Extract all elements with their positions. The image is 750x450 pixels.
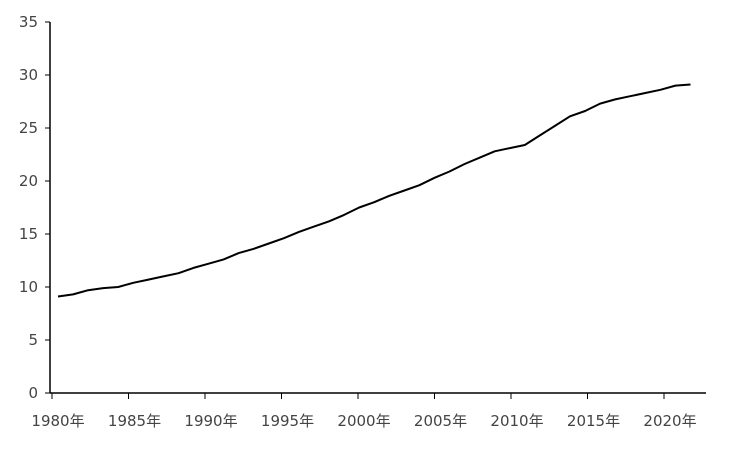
x-tick-label: 2015年 (567, 412, 620, 430)
y-axis-ticks: 0 5 10 15 20 25 30 35 (19, 13, 50, 402)
y-tick-label: 35 (19, 13, 38, 31)
series-line (57, 83, 691, 298)
y-tick-label: 30 (19, 66, 38, 84)
y-tick-label: 20 (19, 172, 38, 190)
y-tick-label: 0 (28, 384, 38, 402)
y-tick-label: 10 (19, 278, 38, 296)
x-tick-label: 2020年 (643, 412, 696, 430)
y-tick-label: 5 (28, 331, 38, 349)
y-tick-label: 15 (19, 225, 38, 243)
x-tick-label: 2005年 (414, 412, 467, 430)
y-tick-label: 25 (19, 119, 38, 137)
x-tick-label: 1990年 (184, 412, 237, 430)
x-tick-label: 1980年 (31, 412, 84, 430)
x-tick-label: 2000年 (337, 412, 390, 430)
x-tick-label: 1985年 (108, 412, 161, 430)
x-tick-label: 1995年 (261, 412, 314, 430)
series-group (57, 83, 691, 298)
axes (49, 22, 706, 394)
x-tick-label: 2010年 (490, 412, 543, 430)
x-axis-ticks: 1980年 1985年 1990年 1995年 2000年 2005年 2010年 2015年… (31, 393, 697, 430)
